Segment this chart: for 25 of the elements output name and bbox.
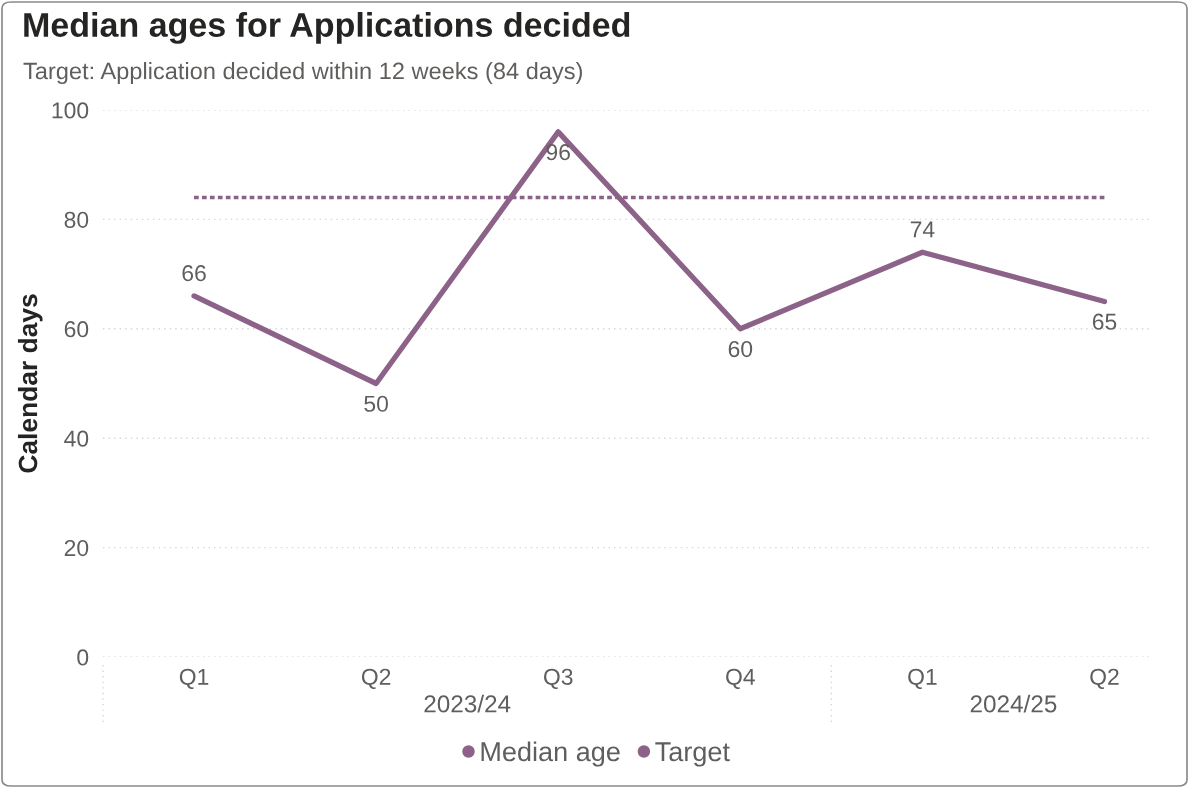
x-tick-label: Q2 <box>361 668 391 690</box>
legend-label: Median age <box>481 741 620 767</box>
data-label: 60 <box>728 340 753 358</box>
chart-subtitle: Target: Application decided within 12 weeks (84 days) <box>23 62 582 85</box>
y-tick-label: 0 <box>77 649 89 666</box>
chart-title: Median ages for Applications decided <box>24 12 630 44</box>
data-label: 96 <box>546 144 570 161</box>
x-tick-label: Q4 <box>726 668 755 690</box>
y-tick-label: 100 <box>52 102 89 119</box>
legend-label: Target <box>655 742 730 767</box>
y-tick-label: 20 <box>64 539 89 557</box>
y-tick-label: 60 <box>64 321 89 338</box>
x-tick-label: Q1 <box>908 668 937 690</box>
x-tick-label: Q1 <box>179 668 209 690</box>
y-axis-title: Calendar days <box>17 294 43 473</box>
text: 2023/24 <box>424 694 511 713</box>
x-tick-label: Q3 <box>544 668 573 690</box>
data-label: 74 <box>910 221 935 238</box>
y-tick-label: 40 <box>64 430 89 447</box>
data-label: 50 <box>364 395 388 412</box>
y-tick-label: 80 <box>64 211 89 228</box>
x-tick-label: Q2 <box>1090 668 1119 690</box>
data-label: 66 <box>182 265 206 282</box>
data-label: 65 <box>1092 313 1117 330</box>
text: 2024/25 <box>970 694 1057 713</box>
